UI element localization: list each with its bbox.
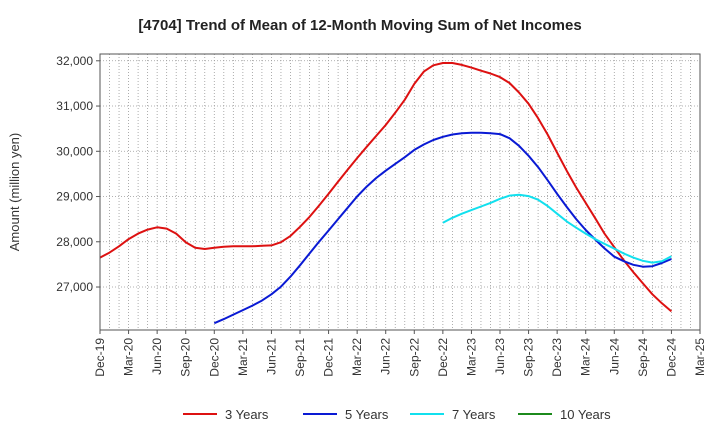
chart-title: [4704] Trend of Mean of 12-Month Moving … <box>138 17 581 34</box>
x-tick-label: Sep-22 <box>407 338 421 377</box>
legend-label: 7 Years <box>452 407 496 422</box>
x-tick-label: Dec-21 <box>322 338 336 377</box>
x-tick-label: Mar-20 <box>122 338 136 376</box>
plot-frame <box>99 53 701 331</box>
x-tick-label: Dec-20 <box>207 338 221 377</box>
y-tick-label: 27,000 <box>56 280 93 294</box>
x-tick-label: Mar-24 <box>579 338 593 376</box>
legend-label: 3 Years <box>225 407 269 422</box>
x-tick-label: Sep-20 <box>179 338 193 377</box>
y-tick-label: 28,000 <box>56 235 93 249</box>
x-tick-label: Jun-23 <box>493 338 507 375</box>
y-tick-label: 30,000 <box>56 144 93 158</box>
x-tick-label: Dec-22 <box>436 338 450 377</box>
x-tick-label: Dec-24 <box>664 338 678 377</box>
x-axis-ticks: Dec-19 Mar-20 Jun-20 Sep-20 Dec-20 Mar-21 Jun-… <box>93 330 707 377</box>
x-tick-label: Mar-23 <box>464 338 478 376</box>
y-tick-label: 31,000 <box>56 99 93 113</box>
legend-label: 10 Years <box>560 407 611 422</box>
x-tick-label: Jun-21 <box>264 338 278 375</box>
x-tick-label: Dec-19 <box>93 338 107 377</box>
x-tick-label: Sep-21 <box>293 338 307 377</box>
x-tick-label: Jun-24 <box>607 338 621 375</box>
x-tick-label: Mar-25 <box>693 338 707 376</box>
legend-label: 5 Years <box>345 407 389 422</box>
x-tick-label: Mar-22 <box>350 338 364 376</box>
x-tick-label: Mar-21 <box>236 338 250 376</box>
x-tick-label: Sep-24 <box>636 338 650 377</box>
x-tick-label: Sep-23 <box>522 338 536 377</box>
legend: 3 Years 5 Years 7 Years 10 Years <box>183 407 611 422</box>
series-line-0 <box>99 62 673 313</box>
y-axis-label: Amount (million yen) <box>7 133 22 252</box>
series-line-2 <box>442 193 672 264</box>
x-tick-label: Jun-20 <box>150 338 164 375</box>
y-tick-label: 32,000 <box>56 54 93 68</box>
series-lines <box>99 62 673 325</box>
y-tick-label: 29,000 <box>56 190 93 204</box>
x-tick-label: Jun-22 <box>379 338 393 375</box>
x-tick-label: Dec-23 <box>550 338 564 377</box>
y-axis-ticks: 27,000 28,000 29,000 30,000 31,000 32,000 <box>56 54 100 294</box>
grid <box>99 54 701 330</box>
